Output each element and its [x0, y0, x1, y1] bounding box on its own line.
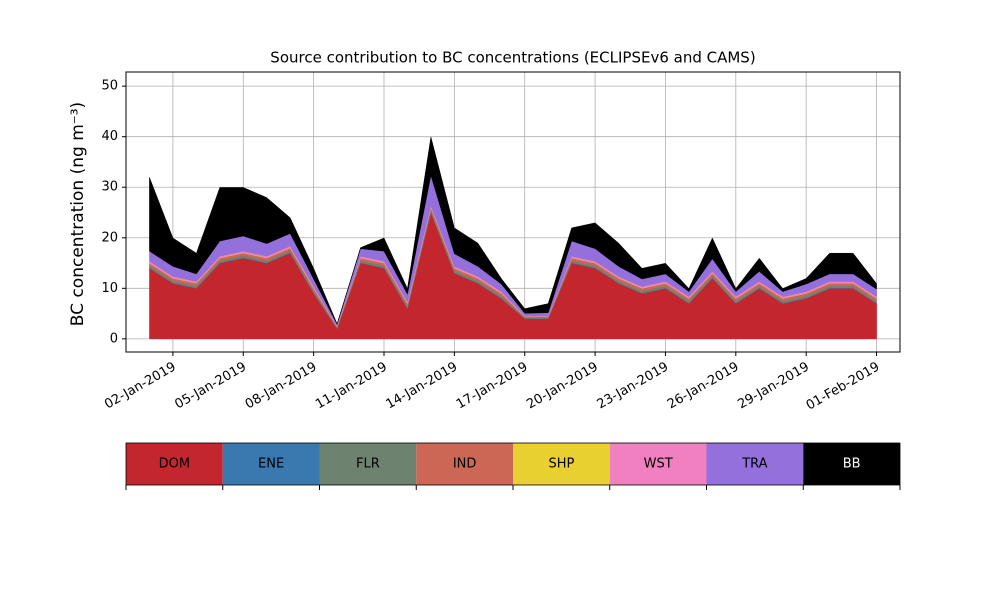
chart-title: Source contribution to BC concentrations… [270, 49, 755, 67]
x-tick-label: 02-Jan-2019 [102, 360, 179, 413]
legend-label: IND [453, 457, 477, 472]
legend-swatch [126, 443, 223, 485]
legend-swatch [803, 443, 900, 485]
legend-swatch [319, 443, 417, 485]
x-tick-label: 29-Jan-2019 [735, 360, 812, 413]
legend-label: BB [843, 457, 861, 472]
legend-label: WST [644, 457, 673, 472]
legend-swatch [706, 443, 804, 485]
y-tick-label: 0 [110, 331, 118, 346]
legend-frame [125, 442, 901, 486]
y-tick-label: 20 [101, 230, 118, 245]
x-tick-label: 23-Jan-2019 [595, 360, 672, 413]
x-tick-label: 17-Jan-2019 [454, 360, 531, 413]
plot-frame [125, 71, 901, 353]
legend-label: DOM [159, 457, 190, 472]
x-tick-label: 08-Jan-2019 [243, 360, 320, 413]
legend-swatch [609, 443, 707, 485]
x-tick-label: 20-Jan-2019 [524, 360, 601, 413]
x-tick-label: 11-Jan-2019 [313, 360, 390, 413]
legend-label: TRA [741, 457, 767, 472]
x-tick-label: 14-Jan-2019 [384, 360, 461, 413]
y-tick-label: 10 [101, 281, 118, 296]
area-bb [149, 136, 877, 326]
y-axis-label: BC concentration (ng m⁻³) [68, 102, 88, 326]
legend-swatch [416, 443, 513, 485]
y-tick-label: 50 [101, 79, 118, 94]
legend-label: SHP [548, 457, 574, 472]
x-tick-label: 26-Jan-2019 [665, 360, 742, 413]
legend-swatch [222, 443, 320, 485]
legend-swatch [513, 443, 610, 485]
x-tick-label: 05-Jan-2019 [172, 360, 249, 413]
legend-label: FLR [356, 457, 380, 472]
legend-label: ENE [258, 457, 284, 472]
y-tick-label: 40 [101, 129, 118, 144]
x-tick-label: 01-Feb-2019 [804, 360, 883, 414]
y-tick-label: 30 [101, 180, 118, 195]
